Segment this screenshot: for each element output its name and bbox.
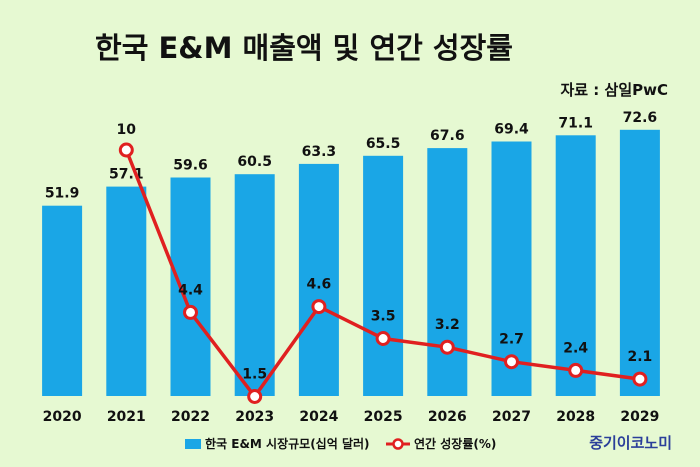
legend-line-label: 연간 성장률(%) — [414, 436, 496, 451]
bar-label-2027: 69.4 — [494, 122, 529, 138]
x-tick-2026: 2026 — [428, 409, 467, 425]
x-tick-2024: 2024 — [299, 409, 338, 425]
growth-point-2027 — [504, 354, 519, 370]
growth-point-2028 — [568, 362, 584, 378]
bar-series — [42, 129, 660, 397]
line-series — [118, 142, 648, 404]
bar-2025 — [363, 155, 404, 396]
growth-label-2024: 4.6 — [306, 277, 331, 293]
x-tick-2020: 2020 — [43, 409, 82, 425]
bar-2022 — [170, 177, 211, 396]
chart-title: 한국 E&M 매출액 및 연간 성장률 — [95, 31, 513, 65]
growth-point-2023 — [247, 389, 263, 404]
growth-point-2021 — [118, 142, 134, 158]
growth-label-2029: 2.1 — [627, 349, 652, 365]
bar-value-labels: 51.957.159.6 60.563.365.5 67.6 69.4 71.1 72.6 — [45, 110, 657, 202]
bar-label-2024: 63.3 — [302, 144, 337, 160]
brand-logo-text: 중기이코노미 — [589, 434, 672, 452]
bar-label-2025: 65.5 — [366, 136, 401, 152]
growth-point-2022 — [183, 304, 198, 320]
growth-point-2024 — [311, 299, 327, 315]
bar-2026 — [427, 148, 468, 396]
legend-line-marker — [392, 438, 404, 450]
chart-source: 자료 : 삼일PwC — [560, 81, 668, 99]
bar-2021 — [106, 186, 147, 396]
legend-bar-swatch — [185, 439, 201, 449]
growth-point-2025 — [375, 331, 391, 346]
growth-label-2028: 2.4 — [563, 340, 588, 356]
bar-2023 — [234, 174, 275, 396]
growth-point-2026 — [439, 339, 455, 355]
bar-label-2028: 71.1 — [558, 115, 593, 131]
x-tick-2027: 2027 — [492, 409, 531, 425]
bar-2028 — [555, 135, 596, 397]
bar-label-2026: 67.6 — [430, 128, 465, 144]
bar-2020 — [42, 205, 83, 396]
legend: 한국 E&M 시장규모(십억 달러) 연간 성장률(%) — [185, 436, 496, 451]
bar-label-2020: 51.9 — [45, 186, 80, 202]
growth-label-2025: 3.5 — [371, 309, 396, 325]
x-axis-tick-labels: 2020 2021 2022 2023 2024 2025 2026 2027 2028 2029 — [43, 409, 660, 425]
bar-label-2022: 59.6 — [173, 158, 208, 174]
bar-label-2029: 72.6 — [623, 110, 658, 126]
bar-2024 — [298, 163, 339, 396]
legend-bar-label: 한국 E&M 시장규모(십억 달러) — [205, 436, 370, 451]
x-tick-2029: 2029 — [620, 409, 659, 425]
bar-label-2023: 60.5 — [237, 154, 272, 170]
x-tick-2028: 2028 — [556, 409, 595, 425]
bar-2029 — [619, 129, 660, 397]
x-tick-2022: 2022 — [171, 409, 210, 425]
x-tick-2021: 2021 — [107, 409, 146, 425]
line-value-labels: 10 4.4 1.5 4.6 3.5 3.2 2.7 2.4 2.1 — [117, 122, 653, 383]
x-tick-2023: 2023 — [235, 409, 274, 425]
growth-label-2021: 10 — [117, 122, 137, 138]
growth-label-2027: 2.7 — [499, 332, 524, 348]
x-tick-2025: 2025 — [364, 409, 403, 425]
growth-point-2029 — [632, 371, 648, 387]
growth-label-2026: 3.2 — [435, 317, 460, 333]
growth-label-2022: 4.4 — [178, 282, 203, 298]
bar-2027 — [491, 141, 532, 396]
growth-label-2023: 1.5 — [242, 367, 267, 383]
